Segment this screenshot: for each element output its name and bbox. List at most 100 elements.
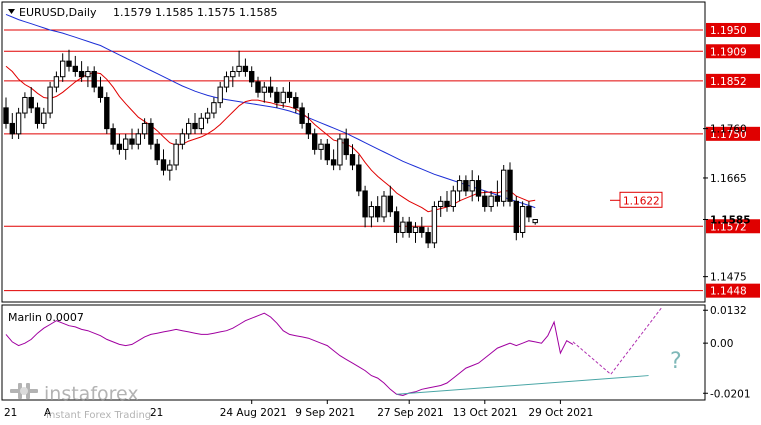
instaforex-logo: instaforex Instant Forex Trading — [10, 383, 151, 421]
candle-body — [419, 226, 425, 233]
level-price-tag — [706, 126, 760, 141]
candle-body — [482, 195, 488, 208]
candle — [450, 185, 457, 212]
candle — [129, 128, 135, 150]
candle-body — [507, 169, 513, 202]
watermark-brand: instaforex — [44, 383, 139, 405]
candle — [305, 113, 312, 140]
candle-body — [148, 122, 154, 145]
candle-body — [400, 221, 406, 233]
ohlc-label: 1.1579 1.1585 1.1575 1.1585 — [113, 6, 277, 19]
candle — [148, 118, 154, 150]
candle — [72, 55, 78, 77]
candle — [280, 87, 286, 108]
candle-body — [91, 71, 97, 88]
candle-body — [186, 122, 192, 135]
level-price-label: 1.1852 — [710, 76, 747, 88]
candle — [324, 139, 331, 165]
candle-body — [450, 190, 457, 208]
candle-body — [173, 143, 179, 166]
candle-body — [368, 206, 375, 218]
candle — [242, 58, 249, 77]
candle — [330, 149, 337, 171]
candle — [179, 128, 186, 150]
osc-tick-label: 0.00 — [710, 338, 733, 350]
candle — [381, 190, 387, 223]
candle — [141, 118, 148, 140]
dropdown-triangle-icon[interactable] — [8, 9, 15, 14]
candle — [375, 196, 381, 223]
candle-body — [337, 138, 343, 166]
candle — [406, 216, 412, 238]
candle — [532, 219, 538, 225]
candle-body — [267, 86, 274, 93]
candle-body — [179, 133, 186, 145]
candle-body — [431, 206, 438, 244]
candle — [22, 92, 28, 119]
candle-body — [34, 107, 41, 124]
candle-body — [425, 231, 431, 244]
candle-body — [72, 65, 78, 73]
candle — [349, 144, 356, 171]
candle — [173, 139, 179, 171]
candle-body — [526, 206, 532, 218]
candle — [15, 107, 22, 140]
candle-body — [343, 138, 349, 156]
candle — [211, 97, 217, 119]
candle-body — [53, 76, 60, 88]
time-tick-label: 9 Sep 2021 — [295, 407, 355, 419]
candles-layer — [3, 49, 538, 249]
candle-body — [519, 206, 526, 233]
level-price-label: 1.1448 — [710, 286, 747, 298]
candle-body — [47, 86, 53, 114]
candle-body — [167, 164, 173, 171]
candle-body — [501, 169, 507, 202]
annotation-box — [619, 191, 663, 208]
candle — [249, 66, 255, 88]
candle-body — [286, 91, 293, 98]
candle-body — [60, 60, 66, 78]
candle — [482, 190, 488, 212]
candle — [312, 128, 318, 155]
level-price-tag — [706, 22, 760, 37]
candle-body — [28, 96, 34, 109]
candle — [97, 76, 104, 103]
candle — [519, 201, 526, 238]
candle-body — [349, 154, 356, 166]
level-price-tag — [706, 73, 760, 88]
candle-body — [242, 65, 249, 73]
marlin-line — [5, 312, 574, 397]
candle-body — [387, 195, 394, 213]
candle-body — [463, 180, 469, 192]
candle-body — [299, 107, 305, 124]
candle — [192, 113, 198, 134]
candle — [400, 216, 406, 238]
candle — [488, 190, 494, 212]
candle — [91, 66, 97, 93]
candle — [456, 175, 463, 202]
candle — [223, 71, 230, 93]
candle-body — [444, 200, 450, 208]
candle-body — [154, 143, 160, 161]
candle-body — [475, 180, 482, 197]
ma-blue-line — [5, 13, 536, 209]
candle — [501, 164, 507, 207]
candle-body — [110, 128, 116, 145]
candle — [53, 71, 60, 93]
candle-body — [198, 117, 205, 130]
oscillator-layer: 0.0132 0.00 -0.0201? — [5, 305, 751, 400]
candle-body — [293, 96, 299, 109]
candle — [9, 113, 16, 140]
time-tick-label-partial: 21 — [150, 407, 163, 419]
candle — [419, 216, 425, 238]
price-tick-label: 1.1475 — [710, 272, 747, 284]
candle — [85, 66, 91, 88]
candle-body — [312, 133, 318, 150]
candle-body — [532, 219, 538, 224]
candle — [60, 53, 66, 82]
candle — [230, 66, 236, 88]
candle-body — [104, 96, 110, 130]
time-tick-label-partial: 21 — [4, 407, 17, 419]
candle-body — [280, 91, 286, 104]
